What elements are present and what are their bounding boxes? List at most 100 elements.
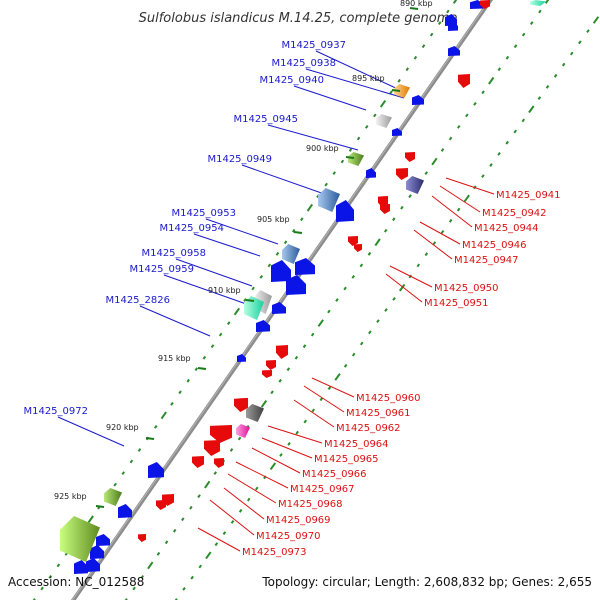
gc-skew-mark — [348, 148, 353, 152]
cds-arrow — [118, 504, 132, 518]
gc-skew-mark — [408, 194, 412, 199]
gc-skew-mark — [124, 598, 128, 600]
cds-arrow — [86, 558, 100, 572]
gene-label-forward[interactable]: M1425_2826 — [105, 295, 170, 306]
gc-skew-mark — [214, 542, 219, 547]
gene-label-reverse[interactable]: M1425_0973 — [242, 547, 307, 558]
gene-block-dark — [246, 404, 264, 422]
gc-skew-mark — [367, 251, 372, 256]
gene-label-reverse[interactable]: M1425_0967 — [290, 484, 355, 495]
gc-skew-mark — [311, 408, 316, 413]
gene-label-forward[interactable]: M1425_0953 — [171, 208, 236, 219]
cds-arrow — [366, 168, 376, 178]
gc-skew-mark — [473, 101, 477, 106]
gene-label-forward[interactable]: M1425_0937 — [281, 40, 346, 51]
gc-skew-mark — [437, 21, 442, 25]
gc-skew-mark — [178, 390, 182, 395]
gc-skew-mark — [222, 531, 227, 535]
cds-arrow — [74, 560, 88, 574]
gene-label-reverse[interactable]: M1425_0962 — [336, 423, 401, 434]
gc-skew-mark — [400, 205, 404, 210]
gene-block-green — [60, 516, 100, 562]
gc-skew-mark — [243, 298, 247, 302]
gc-skew-mark — [463, 194, 470, 203]
gene-label-forward[interactable]: M1425_0949 — [207, 154, 272, 165]
gene-label-reverse[interactable]: M1425_0970 — [256, 531, 321, 542]
gene-label-reverse[interactable]: M1425_0964 — [324, 439, 389, 450]
gc-skew-mark — [132, 586, 136, 591]
gene-label-reverse[interactable]: M1425_0969 — [266, 515, 331, 526]
label-connector — [385, 273, 423, 303]
label-connector — [209, 499, 255, 536]
gene-label-reverse[interactable]: M1425_0941 — [496, 190, 561, 201]
cds-arrow — [238, 398, 248, 408]
gene-block-pink — [236, 424, 250, 438]
gc-skew-mark — [376, 319, 380, 324]
gc-skew-mark — [545, 85, 550, 89]
gene-label-reverse[interactable]: M1425_0944 — [474, 223, 539, 234]
gc-skew-mark — [56, 563, 61, 568]
gc-skew-mark — [287, 441, 291, 446]
gene-label-reverse[interactable]: M1425_0965 — [314, 454, 379, 465]
gc-skew-mark — [389, 90, 393, 95]
gc-skew-mark — [190, 575, 194, 580]
gc-skew-mark — [544, 0, 550, 4]
gene-label-reverse[interactable]: M1425_0961 — [346, 408, 411, 419]
label-connector — [235, 461, 289, 489]
gene-label-reverse[interactable]: M1425_0951 — [424, 298, 489, 309]
gene-label-reverse[interactable]: M1425_0947 — [454, 255, 519, 266]
gene-label-forward[interactable]: M1425_0959 — [129, 264, 194, 275]
gc-skew-mark — [332, 171, 337, 175]
gc-skew-mark — [327, 309, 331, 314]
label-connector — [267, 425, 323, 444]
label-connector — [197, 527, 241, 552]
gene-block-steelblue — [318, 188, 340, 212]
gc-skew-mark — [278, 378, 282, 383]
gc-skew-mark — [359, 263, 364, 268]
gc-skew-mark — [218, 332, 223, 337]
gc-skew-mark — [182, 586, 186, 591]
gc-skew-mark — [129, 459, 134, 464]
gc-skew-mark — [416, 263, 421, 268]
gc-skew-mark — [170, 401, 174, 406]
cds-arrow — [272, 302, 286, 314]
gene-label-forward[interactable]: M1425_0954 — [159, 223, 224, 234]
gene-label-reverse[interactable]: M1425_0966 — [302, 469, 367, 480]
gc-skew-mark — [351, 352, 356, 357]
gene-label-forward[interactable]: M1425_0972 — [23, 406, 88, 417]
gc-skew-mark — [379, 100, 387, 108]
gc-skew-mark — [529, 21, 534, 25]
gc-skew-mark — [538, 9, 542, 14]
gc-skew-mark — [259, 275, 264, 279]
label-connector — [57, 416, 125, 447]
gc-skew-mark — [254, 486, 259, 491]
cds-arrow — [405, 152, 415, 162]
label-connector — [431, 195, 473, 228]
gene-label-forward[interactable]: M1425_0958 — [141, 248, 206, 259]
label-connector — [293, 85, 367, 111]
gc-skew-mark — [295, 430, 299, 435]
gene-label-forward[interactable]: M1425_0940 — [259, 75, 324, 86]
gene-block-green — [104, 488, 122, 506]
gene-label-forward[interactable]: M1425_0938 — [271, 58, 336, 69]
gene-label-reverse[interactable]: M1425_0960 — [356, 393, 421, 404]
gene-label-reverse[interactable]: M1425_0942 — [482, 208, 547, 219]
gene-label-reverse[interactable]: M1425_0968 — [278, 499, 343, 510]
gc-skew-mark — [205, 551, 212, 560]
cds-arrow — [458, 74, 470, 88]
cds-arrow — [266, 360, 276, 370]
gc-skew-mark — [198, 564, 203, 569]
cds-arrow — [204, 440, 220, 456]
label-connector — [445, 177, 495, 195]
gc-skew-mark — [513, 129, 518, 134]
gc-skew-mark — [310, 332, 315, 337]
label-connector — [267, 124, 359, 151]
gene-label-reverse[interactable]: M1425_0946 — [462, 240, 527, 251]
gc-skew-mark — [186, 378, 190, 383]
gene-label-forward[interactable]: M1425_0945 — [233, 114, 298, 125]
gc-skew-mark — [448, 136, 453, 141]
gc-skew-mark — [343, 286, 347, 291]
cds-arrow — [380, 204, 390, 214]
gene-label-reverse[interactable]: M1425_0950 — [434, 283, 499, 294]
gc-skew-mark — [392, 217, 396, 222]
